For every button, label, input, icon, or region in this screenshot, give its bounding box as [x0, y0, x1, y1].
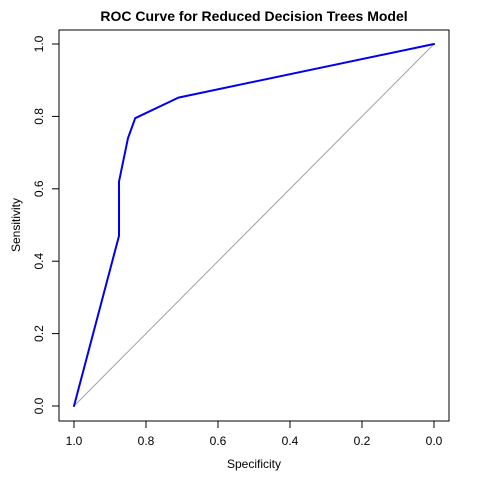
chart-title: ROC Curve for Reduced Decision Trees Mod…: [100, 8, 407, 24]
x-tick-label: 0.0: [426, 434, 443, 448]
x-tick-label: 0.6: [210, 434, 227, 448]
x-axis-title: Specificity: [227, 457, 281, 471]
y-tick-label: 1.0: [32, 35, 46, 52]
y-tick-label: 0.4: [32, 253, 46, 270]
y-axis-title: Sensitivity: [9, 198, 23, 252]
y-tick-label: 0.2: [32, 325, 46, 342]
x-tick-label: 0.4: [282, 434, 299, 448]
y-tick-label: 0.0: [32, 397, 46, 414]
y-tick-label: 0.6: [32, 180, 46, 197]
y-tick-label: 0.8: [32, 108, 46, 125]
x-tick-label: 0.2: [354, 434, 371, 448]
x-tick-label: 1.0: [66, 434, 83, 448]
x-tick-label: 0.8: [138, 434, 155, 448]
